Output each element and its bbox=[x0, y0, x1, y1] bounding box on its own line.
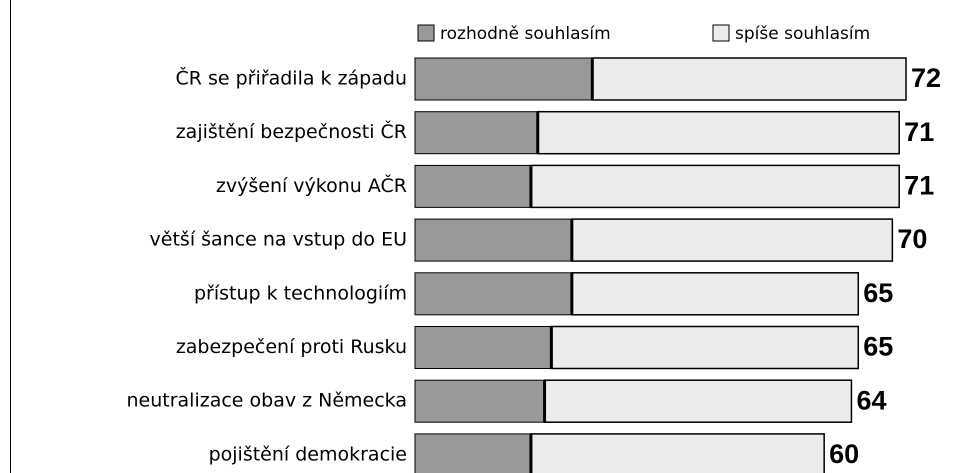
category-label: zvýšení výkonu AČR bbox=[216, 173, 407, 197]
total-label: 70 bbox=[897, 224, 927, 254]
bar-segment bbox=[414, 111, 539, 155]
category-label: pojištění demokracie bbox=[209, 443, 407, 465]
legend-label: spíše souhlasím bbox=[735, 24, 870, 44]
total-label: 71 bbox=[904, 171, 934, 201]
category-label: zajištění bezpečnosti ČR bbox=[176, 119, 407, 143]
bar-segment bbox=[537, 110, 900, 155]
bar-segment bbox=[414, 326, 552, 369]
legend-swatch bbox=[712, 24, 730, 42]
legend-swatch bbox=[417, 24, 435, 42]
bar-segment bbox=[550, 325, 860, 370]
category-label: ČR se přiřadila k západu bbox=[175, 66, 407, 90]
total-label: 71 bbox=[904, 117, 934, 147]
category-label: zabezpečení proti Rusku bbox=[176, 336, 407, 358]
bar-segment bbox=[530, 433, 825, 473]
legend-label: rozhodně souhlasím bbox=[440, 24, 611, 44]
bar-segment bbox=[414, 164, 532, 208]
total-label: 65 bbox=[863, 332, 893, 362]
bar-segment bbox=[591, 57, 907, 101]
total-label: 72 bbox=[911, 63, 941, 93]
category-label: přístup k technologiím bbox=[194, 282, 407, 304]
total-label: 64 bbox=[856, 385, 886, 415]
bar-segment bbox=[571, 272, 860, 316]
bar-segment bbox=[543, 379, 853, 423]
bar-segment bbox=[571, 218, 894, 262]
total-label: 65 bbox=[863, 278, 893, 308]
bar-segment bbox=[414, 379, 546, 423]
category-label: neutralizace obav z Německa bbox=[126, 390, 407, 412]
bar-segment bbox=[414, 272, 573, 316]
bar-segment bbox=[414, 433, 532, 473]
bar-segment bbox=[530, 164, 900, 209]
bar-segment bbox=[414, 218, 573, 262]
category-label: větší šance na vstup do EU bbox=[150, 229, 407, 251]
bar-segment bbox=[414, 57, 593, 101]
total-label: 60 bbox=[829, 439, 859, 469]
